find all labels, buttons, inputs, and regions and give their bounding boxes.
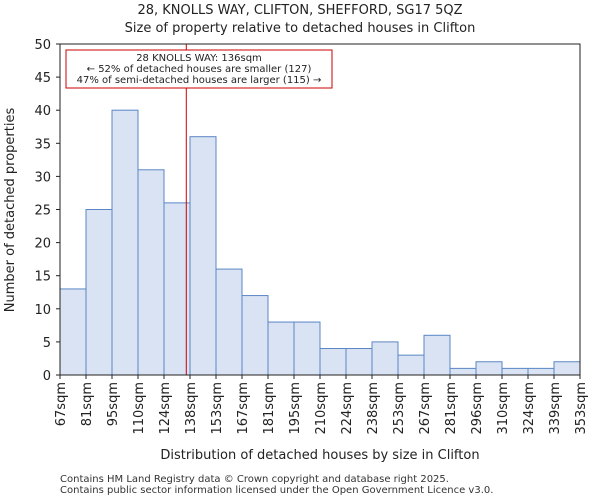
annotation-box: 28 KNOLLS WAY: 136sqm ← 52% of detached …	[65, 49, 333, 89]
footer-line-1: Contains HM Land Registry data © Crown c…	[60, 474, 449, 485]
x-tick-label: 224sqm	[340, 382, 355, 435]
y-tick-label: 20	[34, 237, 51, 252]
bar-167sqm	[241, 295, 269, 376]
x-tick-label: 110sqm	[132, 382, 147, 435]
bar-339sqm	[553, 361, 581, 376]
bar-296sqm	[475, 361, 503, 376]
bar-110sqm	[137, 169, 165, 376]
bar-324sqm	[527, 367, 555, 376]
x-tick-label: 281sqm	[444, 382, 459, 435]
bar-81sqm	[85, 209, 113, 376]
bar-253sqm	[397, 354, 425, 376]
y-tick-label: 25	[34, 204, 51, 219]
x-tick-label: 195sqm	[288, 382, 303, 435]
x-tick-label: 124sqm	[158, 382, 173, 435]
y-tick-label: 5	[43, 336, 51, 351]
bar-67sqm	[59, 288, 87, 376]
bar-281sqm	[449, 367, 477, 376]
y-axis-label: Number of detached properties	[3, 108, 18, 313]
x-tick-label: 353sqm	[574, 382, 589, 435]
x-tick-label: 238sqm	[366, 382, 381, 435]
y-tick-label: 35	[34, 137, 51, 152]
x-tick-label: 81sqm	[80, 382, 95, 426]
annotation-line-1: 28 KNOLLS WAY: 136sqm	[136, 53, 262, 64]
bar-138sqm	[189, 136, 217, 376]
x-tick-label: 95sqm	[106, 382, 121, 426]
x-tick-label: 67sqm	[54, 382, 69, 426]
bar-224sqm	[345, 348, 373, 376]
x-tick-label: 210sqm	[314, 382, 329, 435]
bar-238sqm	[371, 341, 399, 376]
x-tick-label: 138sqm	[184, 382, 199, 435]
annotation-line-2: ← 52% of detached houses are smaller (12…	[87, 64, 312, 75]
bar-181sqm	[267, 321, 295, 376]
x-tick-label: 167sqm	[236, 382, 251, 435]
x-tick-label: 324sqm	[522, 382, 537, 435]
x-tick-label: 310sqm	[496, 382, 511, 435]
bar-310sqm	[501, 367, 529, 376]
bar-267sqm	[423, 334, 451, 376]
x-tick-label: 267sqm	[418, 382, 433, 435]
y-tick-label: 15	[34, 270, 51, 285]
bar-153sqm	[215, 268, 243, 376]
x-tick-label: 339sqm	[548, 382, 563, 435]
footer-line-2: Contains public sector information licen…	[60, 485, 494, 496]
x-tick-label: 181sqm	[262, 382, 277, 435]
chart-title: 28, KNOLLS WAY, CLIFTON, SHEFFORD, SG17 …	[137, 3, 463, 18]
y-tick-label: 10	[34, 303, 51, 318]
y-tick-label: 50	[34, 38, 51, 53]
y-tick-label: 45	[34, 71, 51, 86]
x-axis-label: Distribution of detached houses by size …	[160, 448, 479, 463]
bar-124sqm	[163, 202, 191, 376]
y-tick-label: 30	[34, 170, 51, 185]
bar-195sqm	[293, 321, 321, 376]
annotation-line-3: 47% of semi-detached houses are larger (…	[77, 75, 322, 86]
bar-95sqm	[111, 109, 139, 376]
y-tick-label: 40	[34, 104, 51, 119]
x-tick-label: 253sqm	[392, 382, 407, 435]
y-tick-label: 0	[43, 369, 51, 384]
chart-subtitle: Size of property relative to detached ho…	[124, 21, 476, 36]
x-tick-label: 296sqm	[470, 382, 485, 435]
bar-210sqm	[319, 348, 347, 376]
x-tick-label: 153sqm	[210, 382, 225, 435]
